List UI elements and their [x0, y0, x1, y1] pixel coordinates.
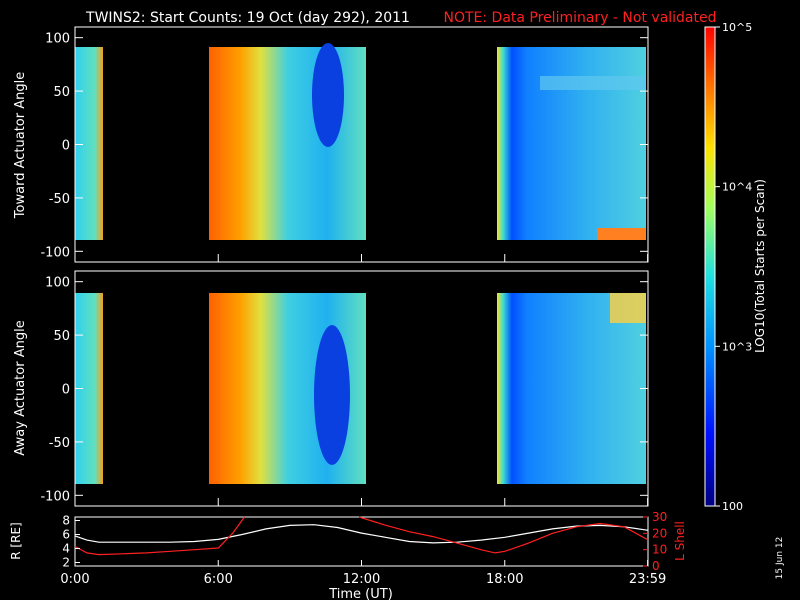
panel-away-yticks: 100 50 0 -50 -100 — [40, 276, 648, 504]
ytick-label: -100 — [40, 489, 70, 504]
x-axis-label: Time (UT) — [328, 587, 393, 600]
ytick-label: 50 — [53, 85, 70, 100]
orbit-x-ticks: 0:00 6:00 12:00 18:00 23:59 — [60, 254, 666, 587]
ytick-label: -50 — [49, 436, 70, 451]
panel-toward-yticks: 100 50 0 -50 -100 — [40, 32, 648, 260]
orbit-right-tick-label: 30 — [652, 510, 667, 524]
ytick-label: -50 — [49, 192, 70, 207]
orbit-series-1 — [74, 516, 245, 556]
ytick-label: 100 — [45, 32, 70, 47]
away-ylabel: Away Actuator Angle — [13, 320, 28, 455]
preliminary-note: NOTE: Data Preliminary - Not validated — [443, 10, 716, 26]
ytick-label: 0 — [62, 139, 70, 154]
orbit-left-tick-label: 8 — [62, 514, 70, 528]
toward-heatmap — [75, 43, 646, 240]
orbit-series-2 — [358, 516, 649, 554]
toward-block-1 — [75, 47, 103, 240]
ytick-label: 50 — [53, 329, 70, 344]
panel-orbit-frame — [74, 516, 649, 567]
xtick-label: 18:00 — [486, 572, 523, 587]
date-stamp: 15 Jun 12 — [775, 537, 785, 580]
colorbar: 10^5 10^4 10^3 100 LOG10(Total Starts per S… — [704, 21, 767, 513]
orbit-right-ticks: 30 20 10 0 — [643, 510, 667, 573]
orbit-right-label: L Shell — [673, 521, 687, 561]
orbit-left-tick-label: 4 — [62, 542, 70, 556]
toward-band — [540, 76, 646, 90]
orbit-left-tick-label: 2 — [62, 556, 70, 570]
orbit-series-0 — [74, 524, 649, 544]
orbit-lines — [74, 516, 649, 556]
xtick-label: 6:00 — [204, 572, 233, 587]
panel-away: 100 50 0 -50 -100 Away Actuator Angle — [13, 270, 649, 507]
ytick-label: -100 — [40, 245, 70, 260]
toward-edge — [597, 228, 646, 240]
colorbar-tick-label: 100 — [722, 500, 743, 513]
colorbar-label: LOG10(Total Starts per Scan) — [753, 179, 767, 353]
colorbar-gradient — [705, 27, 715, 506]
away-block-3 — [497, 293, 646, 484]
toward-ylabel: Toward Actuator Angle — [13, 72, 28, 219]
orbit-left-label: R [RE] — [9, 522, 23, 559]
orbit-right-tick-label: 10 — [652, 543, 667, 557]
chart-title: TWINS2: Start Counts: 19 Oct (day 292), … — [85, 10, 410, 26]
toward-depletion — [312, 43, 344, 147]
orbit-left-tick-label: 6 — [62, 528, 70, 542]
xtick-label: 0:00 — [60, 572, 89, 587]
xtick-label: 23:59 — [629, 572, 666, 587]
away-edge — [610, 293, 646, 323]
panel-toward: 100 50 0 -50 -100 Toward Actuator Angle — [13, 26, 649, 263]
colorbar-frame — [704, 26, 716, 507]
colorbar-tick-label: 10^4 — [722, 181, 752, 194]
colorbar-ticks: 10^5 10^4 10^3 100 — [715, 21, 752, 513]
xtick-label: 12:00 — [343, 572, 380, 587]
orbit-right-tick-label: 0 — [652, 559, 660, 573]
colorbar-tick-label: 10^3 — [722, 340, 752, 353]
ytick-label: 0 — [62, 383, 70, 398]
orbit-right-tick-label: 20 — [652, 526, 667, 540]
toward-block-3 — [497, 47, 646, 240]
away-depletion — [314, 325, 350, 465]
ytick-label: 100 — [45, 276, 70, 291]
colorbar-tick-label: 10^5 — [722, 21, 752, 34]
